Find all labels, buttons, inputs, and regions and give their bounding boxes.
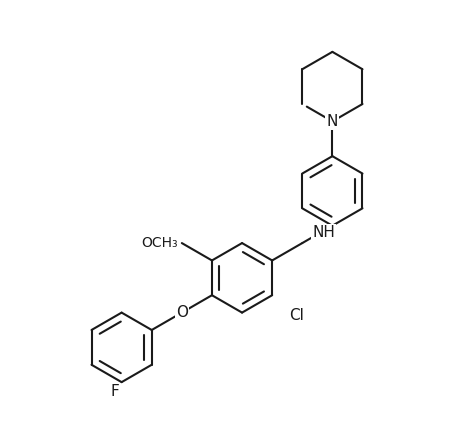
Text: OCH₃: OCH₃	[141, 236, 178, 250]
Text: Cl: Cl	[289, 308, 304, 323]
Text: F: F	[111, 384, 119, 399]
Text: O: O	[176, 305, 188, 320]
Text: NH: NH	[312, 225, 335, 240]
Text: N: N	[327, 114, 338, 129]
